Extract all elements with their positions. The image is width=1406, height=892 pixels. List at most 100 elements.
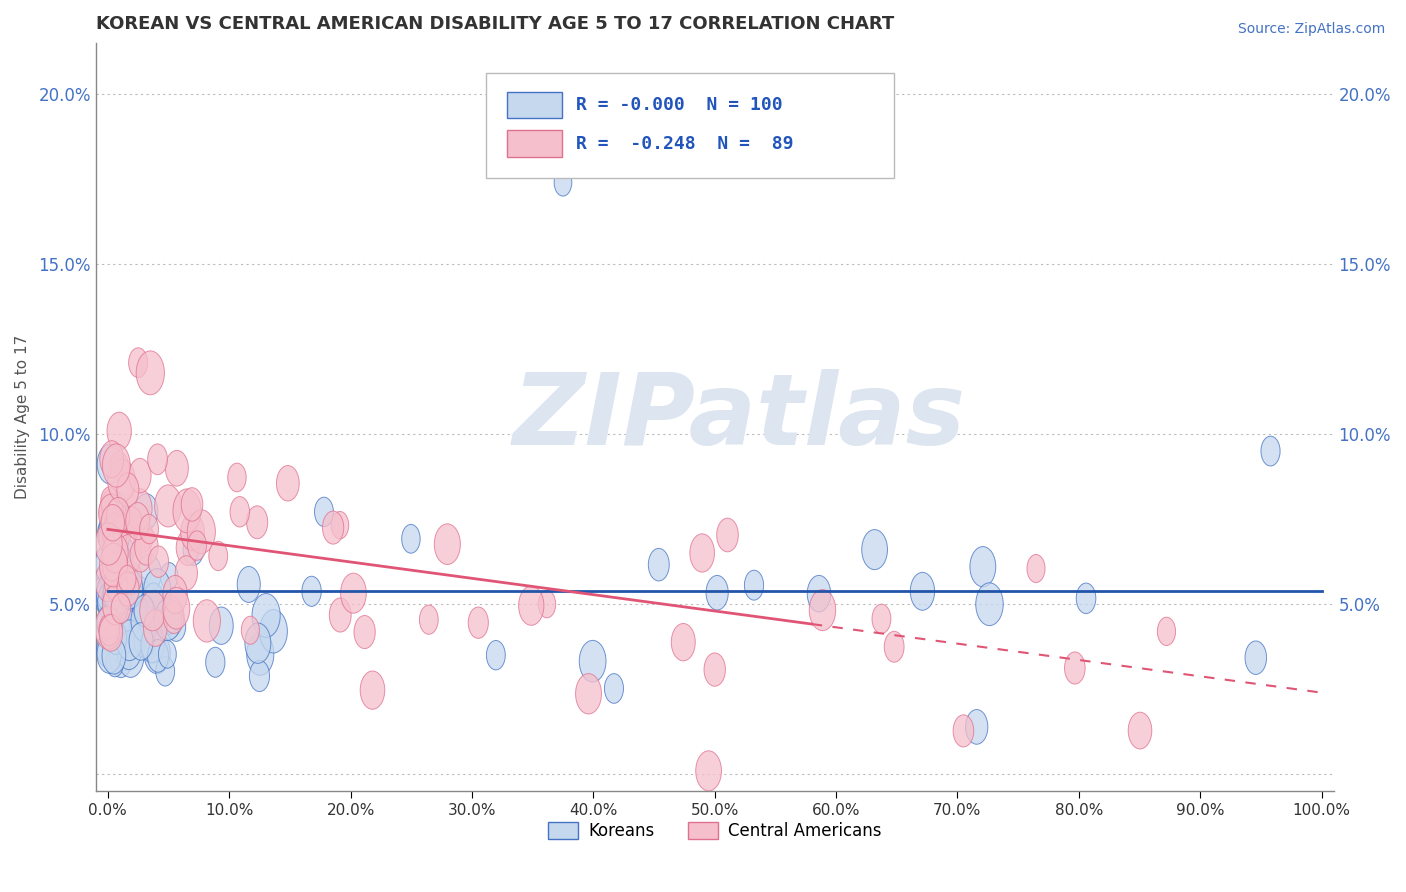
- Ellipse shape: [111, 599, 134, 635]
- Ellipse shape: [94, 570, 122, 614]
- Ellipse shape: [141, 627, 165, 663]
- Ellipse shape: [131, 599, 157, 641]
- Ellipse shape: [884, 632, 904, 662]
- Text: R = -0.000  N = 100: R = -0.000 N = 100: [576, 96, 783, 114]
- Ellipse shape: [155, 599, 181, 640]
- Ellipse shape: [246, 633, 274, 675]
- Ellipse shape: [129, 458, 150, 493]
- Ellipse shape: [242, 616, 259, 644]
- Ellipse shape: [252, 593, 280, 638]
- Ellipse shape: [108, 631, 128, 661]
- FancyBboxPatch shape: [506, 92, 562, 119]
- Ellipse shape: [143, 582, 165, 615]
- Ellipse shape: [128, 576, 150, 611]
- Ellipse shape: [111, 615, 134, 650]
- Ellipse shape: [121, 561, 142, 594]
- Ellipse shape: [160, 563, 179, 590]
- Ellipse shape: [103, 555, 129, 597]
- Ellipse shape: [139, 624, 165, 664]
- Ellipse shape: [163, 587, 190, 629]
- Ellipse shape: [139, 515, 159, 544]
- Ellipse shape: [105, 492, 128, 526]
- Ellipse shape: [117, 572, 139, 607]
- Ellipse shape: [434, 524, 460, 565]
- Ellipse shape: [717, 518, 738, 552]
- Ellipse shape: [872, 604, 891, 633]
- Ellipse shape: [129, 539, 152, 572]
- Ellipse shape: [1128, 712, 1152, 749]
- Ellipse shape: [156, 657, 174, 686]
- Ellipse shape: [103, 533, 128, 573]
- FancyBboxPatch shape: [506, 130, 562, 157]
- Ellipse shape: [246, 506, 267, 539]
- Ellipse shape: [97, 635, 121, 673]
- Ellipse shape: [98, 569, 125, 611]
- Text: KOREAN VS CENTRAL AMERICAN DISABILITY AGE 5 TO 17 CORRELATION CHART: KOREAN VS CENTRAL AMERICAN DISABILITY AG…: [96, 15, 894, 33]
- Ellipse shape: [193, 599, 221, 642]
- Ellipse shape: [354, 615, 375, 648]
- Ellipse shape: [98, 516, 118, 547]
- Ellipse shape: [111, 593, 131, 624]
- Ellipse shape: [648, 549, 669, 581]
- Ellipse shape: [1076, 583, 1095, 614]
- Ellipse shape: [322, 511, 343, 544]
- Ellipse shape: [94, 607, 122, 649]
- Ellipse shape: [98, 615, 117, 643]
- Ellipse shape: [136, 627, 156, 657]
- Ellipse shape: [100, 543, 128, 587]
- Ellipse shape: [125, 488, 152, 530]
- Ellipse shape: [148, 640, 169, 673]
- Ellipse shape: [103, 444, 131, 487]
- Ellipse shape: [167, 612, 186, 641]
- Ellipse shape: [340, 574, 367, 613]
- Ellipse shape: [101, 489, 122, 522]
- Ellipse shape: [103, 552, 121, 581]
- Ellipse shape: [402, 524, 420, 553]
- Ellipse shape: [96, 544, 121, 584]
- Ellipse shape: [107, 412, 131, 450]
- Ellipse shape: [134, 521, 153, 552]
- Ellipse shape: [105, 621, 127, 655]
- Ellipse shape: [149, 546, 169, 577]
- Ellipse shape: [108, 560, 135, 600]
- Ellipse shape: [330, 511, 349, 539]
- Ellipse shape: [122, 507, 142, 536]
- Ellipse shape: [260, 609, 287, 653]
- Y-axis label: Disability Age 5 to 17: Disability Age 5 to 17: [15, 335, 30, 500]
- Ellipse shape: [159, 640, 176, 668]
- Ellipse shape: [302, 576, 321, 607]
- Ellipse shape: [579, 640, 606, 682]
- Ellipse shape: [117, 631, 142, 670]
- Ellipse shape: [97, 444, 122, 484]
- Ellipse shape: [135, 493, 157, 530]
- Ellipse shape: [554, 169, 572, 196]
- Ellipse shape: [181, 514, 204, 550]
- Ellipse shape: [166, 450, 188, 486]
- FancyBboxPatch shape: [485, 73, 894, 178]
- Ellipse shape: [173, 489, 201, 533]
- Ellipse shape: [315, 497, 333, 526]
- Ellipse shape: [135, 529, 157, 566]
- Ellipse shape: [125, 502, 149, 540]
- Ellipse shape: [105, 531, 124, 560]
- Ellipse shape: [104, 520, 129, 558]
- Ellipse shape: [143, 609, 167, 647]
- Ellipse shape: [104, 580, 124, 609]
- Ellipse shape: [100, 561, 121, 593]
- Ellipse shape: [108, 574, 131, 608]
- Ellipse shape: [966, 709, 988, 744]
- Ellipse shape: [810, 590, 835, 631]
- Text: R =  -0.248  N =  89: R = -0.248 N = 89: [576, 135, 793, 153]
- Ellipse shape: [97, 580, 125, 624]
- Ellipse shape: [104, 604, 129, 644]
- Ellipse shape: [98, 614, 120, 646]
- Ellipse shape: [329, 598, 352, 632]
- Ellipse shape: [101, 508, 128, 549]
- Ellipse shape: [910, 573, 935, 610]
- Ellipse shape: [108, 459, 135, 502]
- Ellipse shape: [107, 498, 129, 533]
- Ellipse shape: [205, 648, 225, 677]
- Ellipse shape: [155, 485, 181, 527]
- Legend: Koreans, Central Americans: Koreans, Central Americans: [541, 815, 887, 847]
- Ellipse shape: [155, 595, 183, 640]
